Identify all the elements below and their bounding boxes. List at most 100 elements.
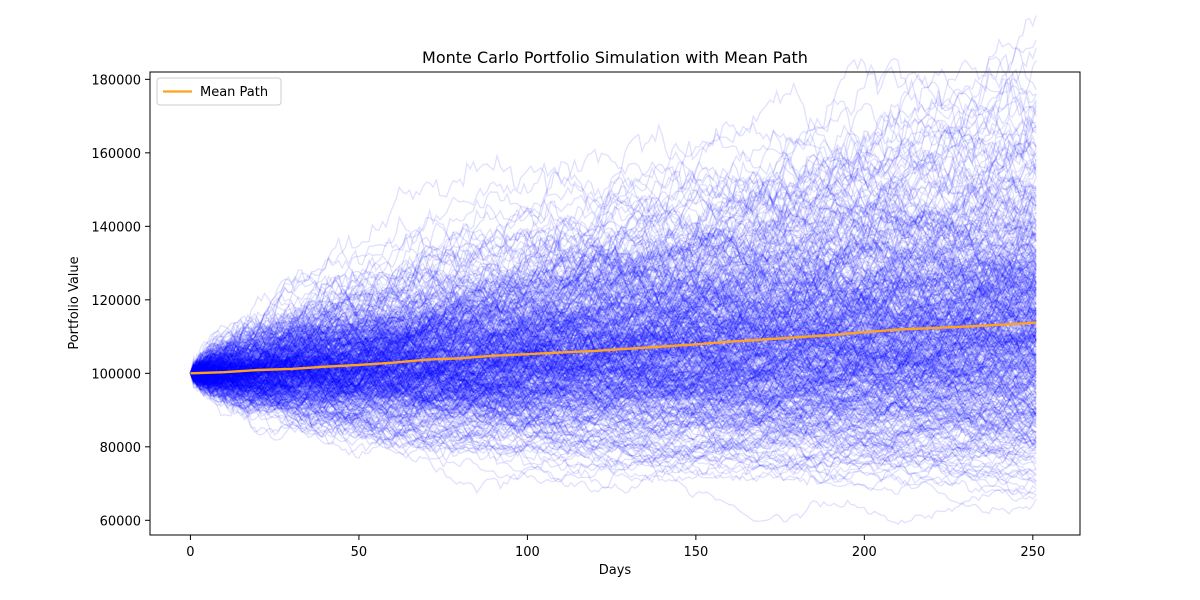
simulation-path	[190, 243, 1037, 394]
simulation-path	[189, 259, 1037, 392]
simulation-path	[189, 359, 1037, 446]
simulation-path	[190, 372, 1037, 494]
simulation-path	[190, 323, 1037, 408]
simulation-path	[189, 363, 1037, 447]
simulation-path	[189, 196, 1037, 380]
simulation-path	[189, 256, 1037, 383]
simulation-path	[189, 216, 1037, 389]
simulation-path	[190, 198, 1037, 374]
simulation-path	[189, 56, 1037, 388]
simulation-path	[190, 321, 1037, 408]
simulation-path	[189, 313, 1037, 448]
simulation-path	[189, 204, 1037, 374]
simulation-path	[190, 216, 1037, 395]
simulation-path	[189, 265, 1037, 397]
simulation-path	[190, 254, 1037, 433]
simulation-path	[190, 250, 1037, 374]
simulation-path	[189, 317, 1037, 433]
simulation-path	[190, 184, 1037, 416]
simulation-path	[189, 114, 1037, 426]
simulation-path	[190, 297, 1037, 402]
simulation-path	[190, 264, 1037, 455]
simulation-path	[189, 272, 1037, 408]
simulation-path	[189, 320, 1037, 419]
simulation-path	[189, 309, 1037, 397]
simulation-path	[189, 224, 1037, 396]
simulation-path	[189, 173, 1037, 390]
simulation-path	[189, 347, 1037, 444]
simulation-path	[189, 304, 1037, 402]
simulation-path	[189, 292, 1037, 408]
simulation-path	[189, 311, 1037, 394]
simulation-path	[190, 303, 1037, 407]
legend-label-mean-path: Mean Path	[200, 85, 268, 100]
simulation-path	[190, 220, 1037, 391]
simulation-path	[190, 300, 1037, 383]
simulation-path	[190, 342, 1037, 456]
simulation-path	[189, 353, 1037, 426]
simulation-path	[189, 331, 1037, 409]
simulation-path	[190, 303, 1037, 401]
simulation-path	[189, 282, 1037, 406]
simulation-path	[189, 369, 1037, 459]
simulation-path	[189, 280, 1037, 387]
simulation-path	[189, 234, 1037, 388]
simulation-path	[189, 137, 1037, 389]
simulation-path	[189, 360, 1037, 429]
simulation-path	[190, 257, 1037, 382]
y-tick-label: 140000	[91, 220, 141, 235]
simulation-path	[190, 282, 1037, 407]
simulation-path	[190, 160, 1037, 384]
simulation-path	[189, 372, 1037, 456]
simulation-path	[190, 252, 1037, 394]
simulation-path	[190, 315, 1037, 413]
simulation-path	[190, 338, 1037, 414]
simulation-path	[189, 216, 1037, 374]
simulation-path	[189, 275, 1037, 384]
simulation-path	[190, 345, 1037, 397]
simulation-path	[190, 271, 1037, 376]
simulation-path	[189, 239, 1037, 398]
simulation-path	[189, 144, 1037, 389]
simulation-path	[190, 234, 1037, 406]
simulation-path	[190, 318, 1037, 412]
simulation-path	[190, 292, 1037, 409]
simulation-path	[189, 136, 1037, 374]
simulation-path	[190, 365, 1037, 459]
simulation-path	[189, 238, 1037, 380]
simulation-path	[190, 233, 1037, 375]
simulation-path	[190, 344, 1037, 426]
simulation-path	[189, 360, 1037, 475]
simulation-path	[190, 305, 1037, 387]
simulation-path	[189, 367, 1037, 493]
simulation-path	[189, 349, 1037, 413]
simulation-path	[190, 285, 1037, 388]
simulation-path	[190, 105, 1037, 374]
y-axis-label: Portfolio Value	[67, 256, 82, 349]
simulation-path	[190, 85, 1037, 405]
simulation-path	[190, 312, 1037, 436]
simulation-path	[189, 309, 1037, 449]
simulation-path	[189, 128, 1037, 380]
simulation-path	[190, 262, 1037, 425]
simulation-path	[189, 296, 1037, 376]
simulation-path	[189, 297, 1037, 396]
simulation-path	[190, 208, 1037, 394]
simulation-path	[189, 215, 1037, 374]
simulation-path	[189, 274, 1037, 374]
simulation-path	[189, 327, 1037, 414]
simulation-path	[190, 206, 1037, 399]
simulation-path	[190, 289, 1037, 389]
simulation-path	[189, 344, 1037, 462]
simulation-path	[190, 322, 1037, 397]
simulation-path	[189, 158, 1037, 389]
simulation-path	[190, 307, 1037, 386]
simulation-path	[189, 125, 1037, 374]
simulation-path	[189, 295, 1037, 410]
simulation-path	[189, 352, 1037, 484]
simulation-path	[189, 369, 1037, 437]
simulation-path	[189, 223, 1037, 380]
simulation-path	[190, 271, 1037, 388]
simulation-path	[190, 351, 1037, 437]
simulation-path	[190, 265, 1037, 396]
